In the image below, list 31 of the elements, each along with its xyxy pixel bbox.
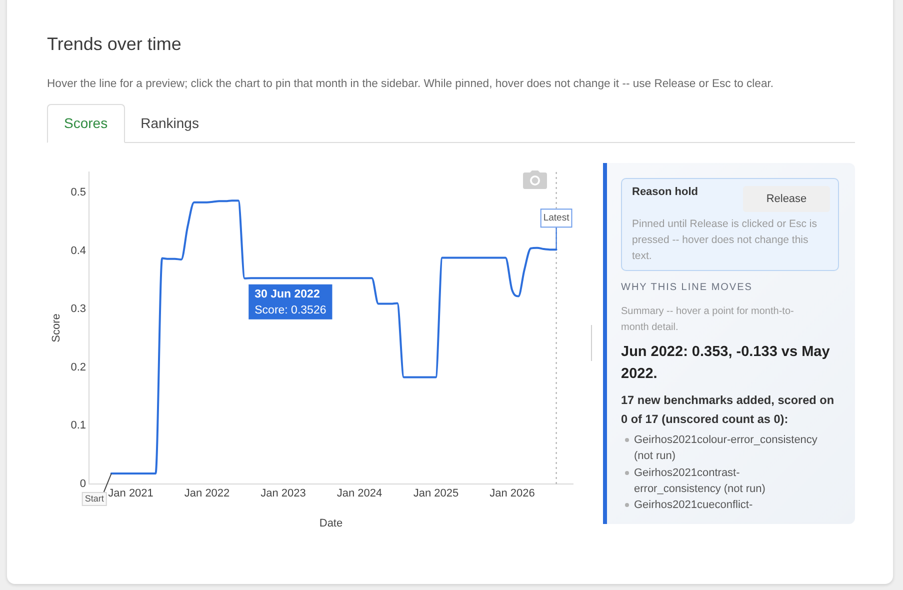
x-axis-title: Date	[319, 517, 343, 530]
x-tick-label: Jan 2026	[490, 488, 535, 500]
y-tick-label: 0.3	[70, 303, 86, 316]
x-tick-label: Jan 2025	[413, 488, 459, 500]
y-tick-label: 0.1	[70, 420, 86, 432]
button: Release	[743, 186, 830, 212]
x-tick-label: Jan 2024	[336, 488, 382, 500]
text: 17 new benchmarks added, scored on 0 of 17 (unscored count as 0):	[621, 392, 836, 428]
y-tick-label: 0.5	[70, 186, 86, 198]
text: Geirhos2021cueconflict-	[634, 498, 754, 514]
text: Geirhos2021colour-error_consistency (not run)	[634, 433, 818, 464]
y-tick-label: 0	[80, 478, 86, 490]
text: Pinned until Release is clicked or Esc is pressed -- hover does not change this text.	[632, 217, 818, 264]
text: Rankings	[140, 114, 200, 133]
y-tick-label: 0.4	[70, 244, 86, 257]
annotation: Latest	[543, 212, 570, 224]
text: WHY THIS LINE MOVES	[621, 281, 754, 295]
annotation: 30 Jun 2022 Score: 0.3526	[254, 288, 326, 317]
text: Summary -- hover a point for month-to-month detail.	[621, 305, 795, 335]
chart-title: Trends over time	[47, 33, 182, 55]
y-axis-title: Score	[50, 314, 63, 342]
x-tick-label: Jan 2022	[184, 488, 230, 500]
tab: Scores	[47, 104, 125, 143]
annotation: Start	[84, 493, 104, 504]
y-tick-label: 0.2	[70, 361, 86, 374]
x-tick-label: Jan 2021	[108, 488, 154, 500]
chart-subtitle: Hover the line for a preview; click the chart to pin that month in the sidebar. While pinned, hover does not change it -- use Release or Esc to clear.	[47, 77, 774, 91]
text: Geirhos2021contrast-error_consistency (not run)	[634, 466, 766, 497]
text: Jun 2022: 0.353, -0.133 vs May 2022.	[621, 343, 831, 384]
text: Reason hold	[632, 186, 698, 198]
x-tick-label: Jan 2023	[260, 488, 306, 500]
